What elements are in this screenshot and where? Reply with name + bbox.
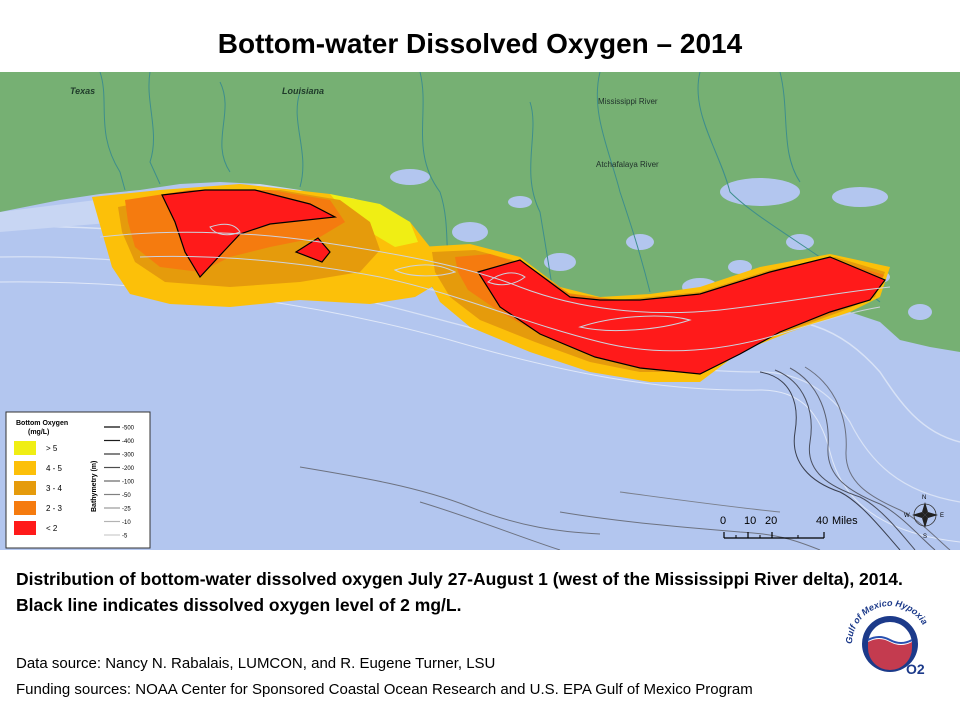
bathymetry-label: -500 bbox=[122, 426, 135, 432]
data-source-credit: Data source: Nancy N. Rabalais, LUMCON, … bbox=[16, 655, 496, 672]
legend-oxygen-unit: (mg/L) bbox=[28, 429, 49, 436]
oxygen-label: 4 - 5 bbox=[46, 464, 63, 473]
zone-lt2-west-small bbox=[294, 237, 331, 263]
shoal-outlines bbox=[99, 223, 891, 352]
compass-s: S bbox=[923, 534, 927, 540]
scale-tick-10: 10 bbox=[744, 515, 756, 527]
hypoxia-east-lobe bbox=[420, 244, 890, 382]
oxygen-swatch bbox=[14, 521, 36, 535]
compass-n: N bbox=[922, 495, 926, 501]
bathymetry-label: -100 bbox=[122, 480, 135, 486]
zone-gt5-west bbox=[330, 194, 418, 247]
legend: Bottom Oxygen (mg/L) > 5 4 - 5 3 - 4 2 - 3 <… bbox=[5, 411, 151, 549]
oxygen-swatch bbox=[14, 501, 36, 515]
logo-o2-mark: O2 bbox=[906, 661, 925, 676]
zone-lt2-east-tip bbox=[690, 290, 740, 302]
oxygen-legend-items: > 5 4 - 5 3 - 4 2 - 3 < 2 bbox=[14, 441, 63, 535]
oxygen-swatch bbox=[14, 441, 36, 455]
bathymetry-label: -300 bbox=[122, 453, 135, 459]
label-louisiana: Louisiana bbox=[282, 86, 324, 96]
label-mississippi-river: Mississippi River bbox=[598, 97, 658, 106]
bathymetry-legend-items: -500 -400 -300 -200 -100 -50 -25 -10 -5 bbox=[104, 426, 135, 540]
bathymetry-label: -50 bbox=[122, 493, 131, 499]
zone-lt2-east bbox=[477, 256, 886, 375]
funding-credit: Funding sources: NOAA Center for Sponsor… bbox=[16, 681, 753, 698]
oxygen-swatch bbox=[14, 481, 36, 495]
label-atchafalaya-river: Atchafalaya River bbox=[596, 160, 659, 169]
compass-e: E bbox=[940, 513, 944, 519]
page-title: Bottom-water Dissolved Oxygen – 2014 bbox=[217, 28, 743, 59]
bathymetry-label: -200 bbox=[122, 466, 135, 472]
oxygen-swatch bbox=[14, 461, 36, 475]
hypoxia-west-lobe bbox=[92, 184, 440, 307]
scale-tick-20: 20 bbox=[765, 515, 777, 527]
hypoxia-map: Texas Louisiana Mississippi River Atchaf… bbox=[0, 72, 960, 550]
scale-tick-40: 40 bbox=[816, 515, 828, 527]
bathymetry-label: -5 bbox=[122, 534, 128, 540]
oxygen-label: 3 - 4 bbox=[46, 484, 63, 493]
zone-lt2-west bbox=[161, 189, 338, 278]
oxygen-label: > 5 bbox=[46, 444, 58, 453]
bathymetry-label: -25 bbox=[122, 507, 131, 513]
bathymetry-label: -400 bbox=[122, 439, 135, 445]
scale-tick-0: 0 bbox=[720, 515, 726, 527]
caption-main: Distribution of bottom-water dissolved o… bbox=[16, 569, 903, 615]
oxygen-label: 2 - 3 bbox=[46, 504, 63, 513]
compass-w: W bbox=[904, 513, 910, 519]
legend-bathymetry-title: Bathymetry (m) bbox=[91, 461, 98, 512]
compass-rose-icon: N S E W bbox=[904, 495, 944, 540]
scale-unit: Miles bbox=[832, 515, 858, 527]
legend-oxygen-title: Bottom Oxygen bbox=[16, 420, 68, 427]
bathymetry-label: -10 bbox=[122, 520, 131, 526]
scale-bar: 0 10 20 40 Miles bbox=[720, 515, 858, 539]
hypoxia-logo: Gulf of Mexico Hypoxia O2 bbox=[844, 598, 930, 676]
label-texas: Texas bbox=[70, 86, 95, 96]
oxygen-label: < 2 bbox=[46, 524, 58, 533]
